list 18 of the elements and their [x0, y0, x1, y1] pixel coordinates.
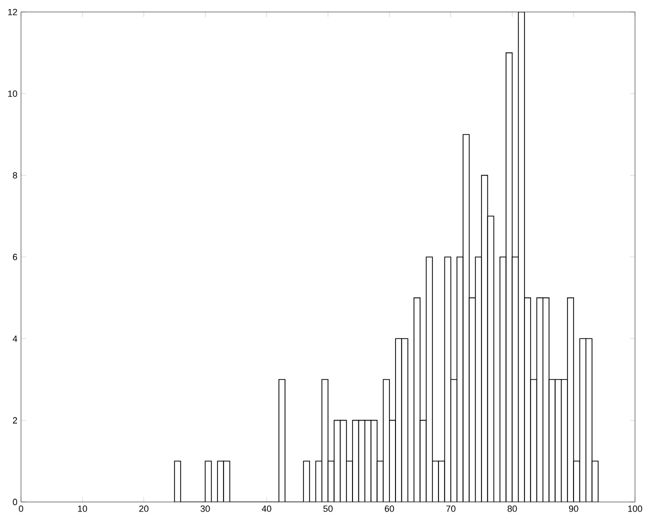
y-tick-label: 0 — [12, 498, 18, 506]
x-tick-label: 80 — [508, 506, 517, 512]
y-tick-label: 8 — [12, 172, 18, 178]
x-tick-label: 0 — [18, 506, 24, 512]
y-tick-label: 2 — [12, 417, 18, 424]
y-tick-label: 6 — [12, 254, 18, 260]
x-tick-label: 20 — [139, 506, 148, 512]
y-tick-label: 4 — [12, 336, 18, 342]
y-tick-label: 12 — [8, 8, 18, 16]
x-tick-label: 40 — [262, 506, 272, 512]
x-tick-label: 60 — [384, 506, 394, 512]
x-tick-label: 70 — [446, 506, 456, 512]
x-tick-label: 100 — [628, 506, 642, 512]
x-tick-label: 10 — [78, 506, 88, 512]
x-tick-label: 50 — [323, 506, 333, 512]
x-tick-label: 30 — [200, 506, 210, 512]
x-tick-label: 90 — [569, 506, 578, 512]
y-tick-label: 10 — [8, 90, 18, 97]
